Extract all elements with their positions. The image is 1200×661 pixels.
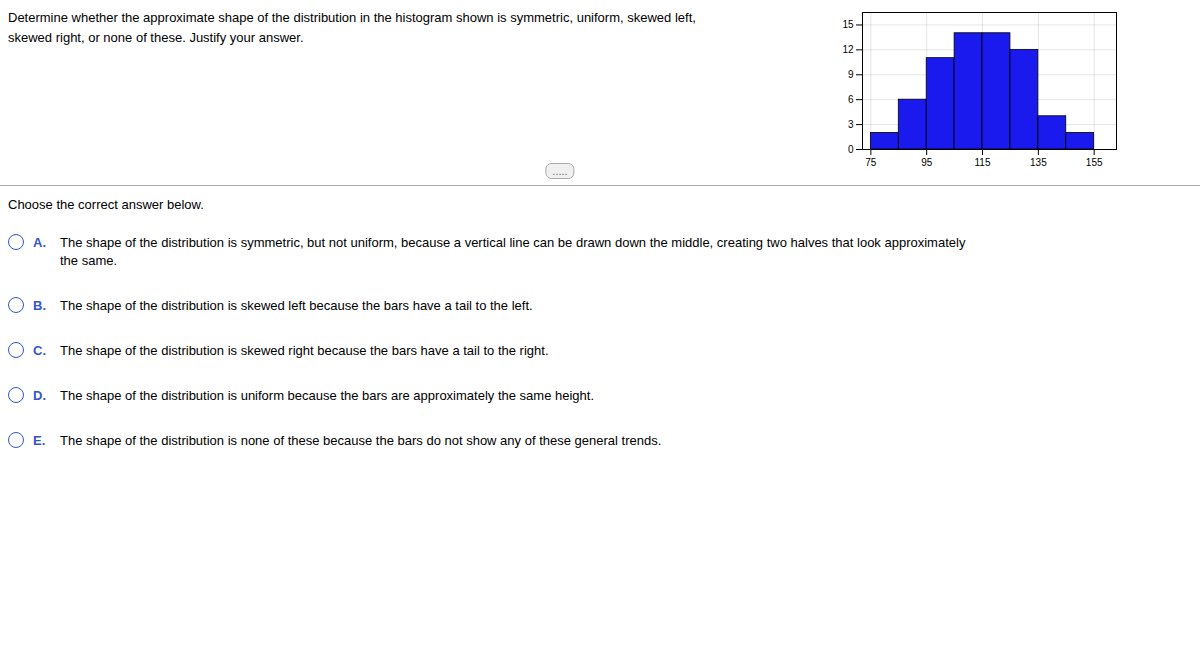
- svg-text:135: 135: [1030, 157, 1047, 168]
- svg-text:115: 115: [975, 157, 991, 168]
- html-text:D.: D.: [33, 388, 46, 403]
- html-text:E.: E.: [33, 433, 46, 448]
- svg-text:0: 0: [848, 144, 854, 155]
- html-text:The shape of the distribution: The shape of the distribution is symmetr…: [60, 235, 966, 250]
- html-text:Choose the correct answer belo: Choose the correct answer below.: [8, 197, 204, 212]
- html-text:C.: C.: [33, 343, 46, 358]
- html-text:The shape of the distribution: The shape of the distribution is skewed …: [60, 343, 549, 358]
- svg-text:75: 75: [865, 157, 877, 168]
- html-text:skewed right, or none of these: skewed right, or none of these. Justify …: [8, 30, 304, 45]
- html-text:The shape of the distribution: The shape of the distribution is skewed …: [60, 298, 533, 313]
- svg-text:9: 9: [848, 69, 854, 80]
- svg-text:95: 95: [921, 157, 933, 168]
- svg-text:15: 15: [842, 19, 854, 30]
- svg-text:155: 155: [1086, 157, 1103, 168]
- html-text:B.: B.: [33, 298, 46, 313]
- svg-text:3: 3: [848, 119, 854, 130]
- svg-text:12: 12: [842, 44, 854, 55]
- html-text:Determine whether the approxim: Determine whether the approximate shape …: [8, 10, 696, 25]
- html-text:The shape of the distribution: The shape of the distribution is none of…: [60, 433, 662, 448]
- html-text:A.: A.: [33, 235, 46, 250]
- svg-text:6: 6: [848, 94, 854, 105]
- html-text:The shape of the distribution: The shape of the distribution is uniform…: [60, 388, 594, 403]
- html-text:the same.: the same.: [60, 253, 118, 268]
